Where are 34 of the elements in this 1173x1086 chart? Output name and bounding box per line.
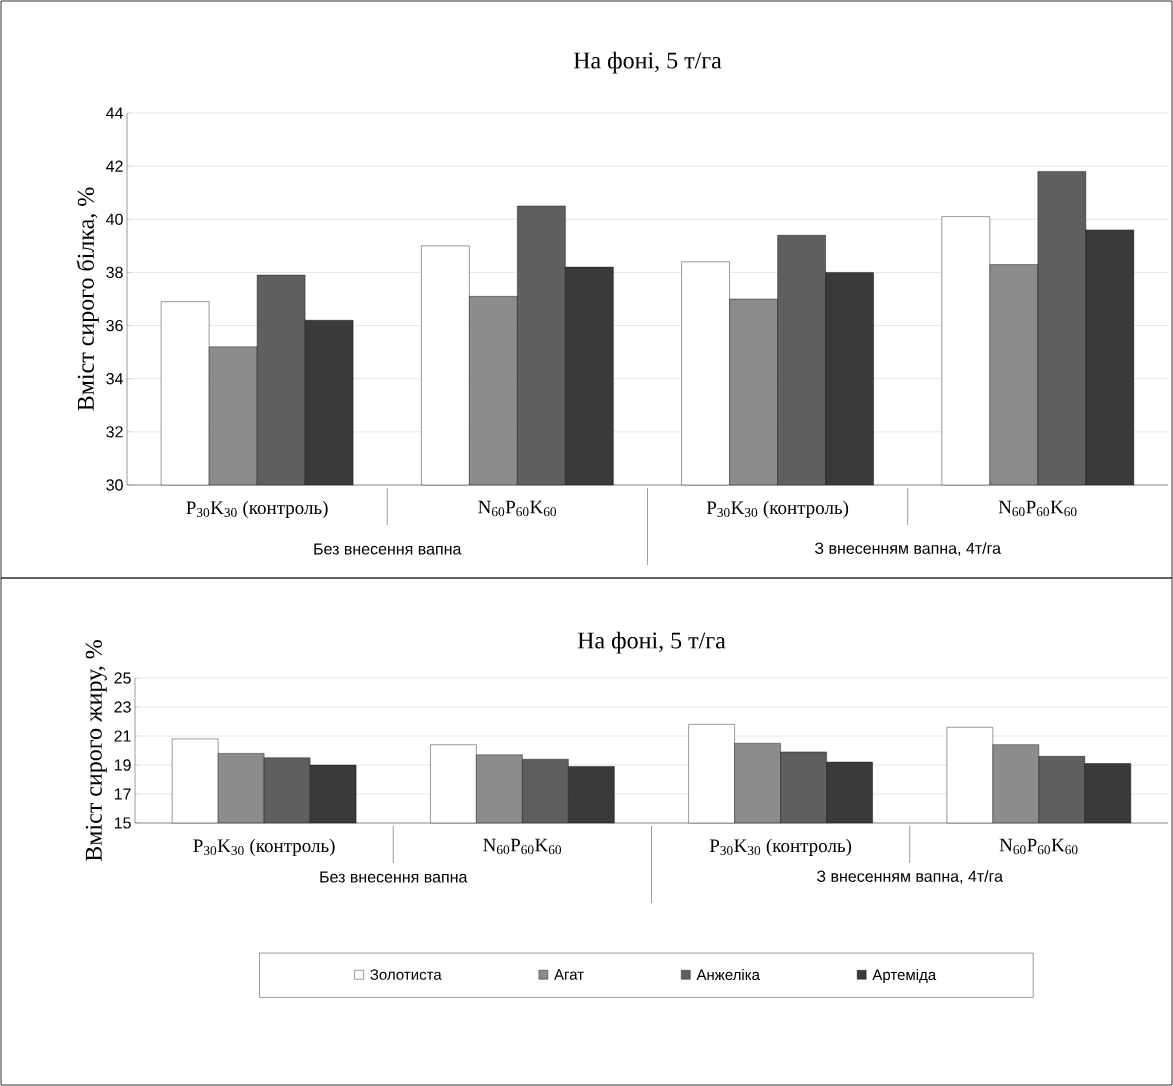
y-tick-label: 15	[114, 817, 131, 829]
y-tick-label: 21	[114, 730, 131, 742]
y-tick-label: 34	[106, 373, 123, 385]
y-tick-label: 38	[106, 266, 123, 279]
y-tick-label: 40	[106, 213, 123, 225]
y-axis-title: Вміст сирого білка, %	[76, 187, 99, 411]
y-tick-label: 42	[106, 160, 123, 172]
x-tick-label: P$_{30}$K$_{30}$ (контроль)	[193, 838, 335, 857]
y-tick-label: 25	[114, 672, 131, 684]
x-tick-label: P$_{30}$K$_{30}$ (контроль)	[709, 838, 852, 857]
text: Без внесення вапна	[320, 871, 468, 883]
y-tick-label: 19	[114, 759, 131, 771]
text: З внесенням вапна, 4т/га	[816, 870, 1004, 884]
y-tick-label: 30	[106, 479, 123, 491]
text: Без внесення вапна	[314, 543, 462, 555]
text: З внесенням вапна, 4т/га	[814, 542, 1002, 556]
chart-title: На фоні, 5 т/га	[573, 51, 722, 74]
y-tick-label: 23	[114, 701, 131, 713]
y-tick-label: 32	[106, 426, 123, 438]
y-tick-label: 36	[106, 319, 123, 332]
legend-label: Агат	[554, 969, 584, 980]
x-tick-label: N$_{60}$P$_{60}$K$_{60}$	[999, 838, 1078, 855]
x-tick-label: P$_{30}$K$_{30}$ (контроль)	[186, 500, 328, 519]
y-tick-label: 17	[114, 788, 131, 800]
y-tick-label: 44	[106, 107, 123, 119]
legend-label: Золотиста	[370, 969, 442, 980]
x-tick-label: N$_{60}$P$_{60}$K$_{60}$	[478, 500, 557, 517]
legend-label: Анжеліка	[696, 969, 760, 981]
chart-title: На фоні, 5 т/га	[577, 631, 726, 654]
x-tick-label: N$_{60}$P$_{60}$K$_{60}$	[998, 500, 1077, 517]
legend-label: Артеміда	[872, 969, 937, 984]
x-tick-label: P$_{30}$K$_{30}$ (контроль)	[706, 500, 849, 519]
y-axis-title: Вміст сирого жиру, %	[85, 640, 107, 862]
x-tick-label: N$_{60}$P$_{60}$K$_{60}$	[483, 838, 562, 855]
